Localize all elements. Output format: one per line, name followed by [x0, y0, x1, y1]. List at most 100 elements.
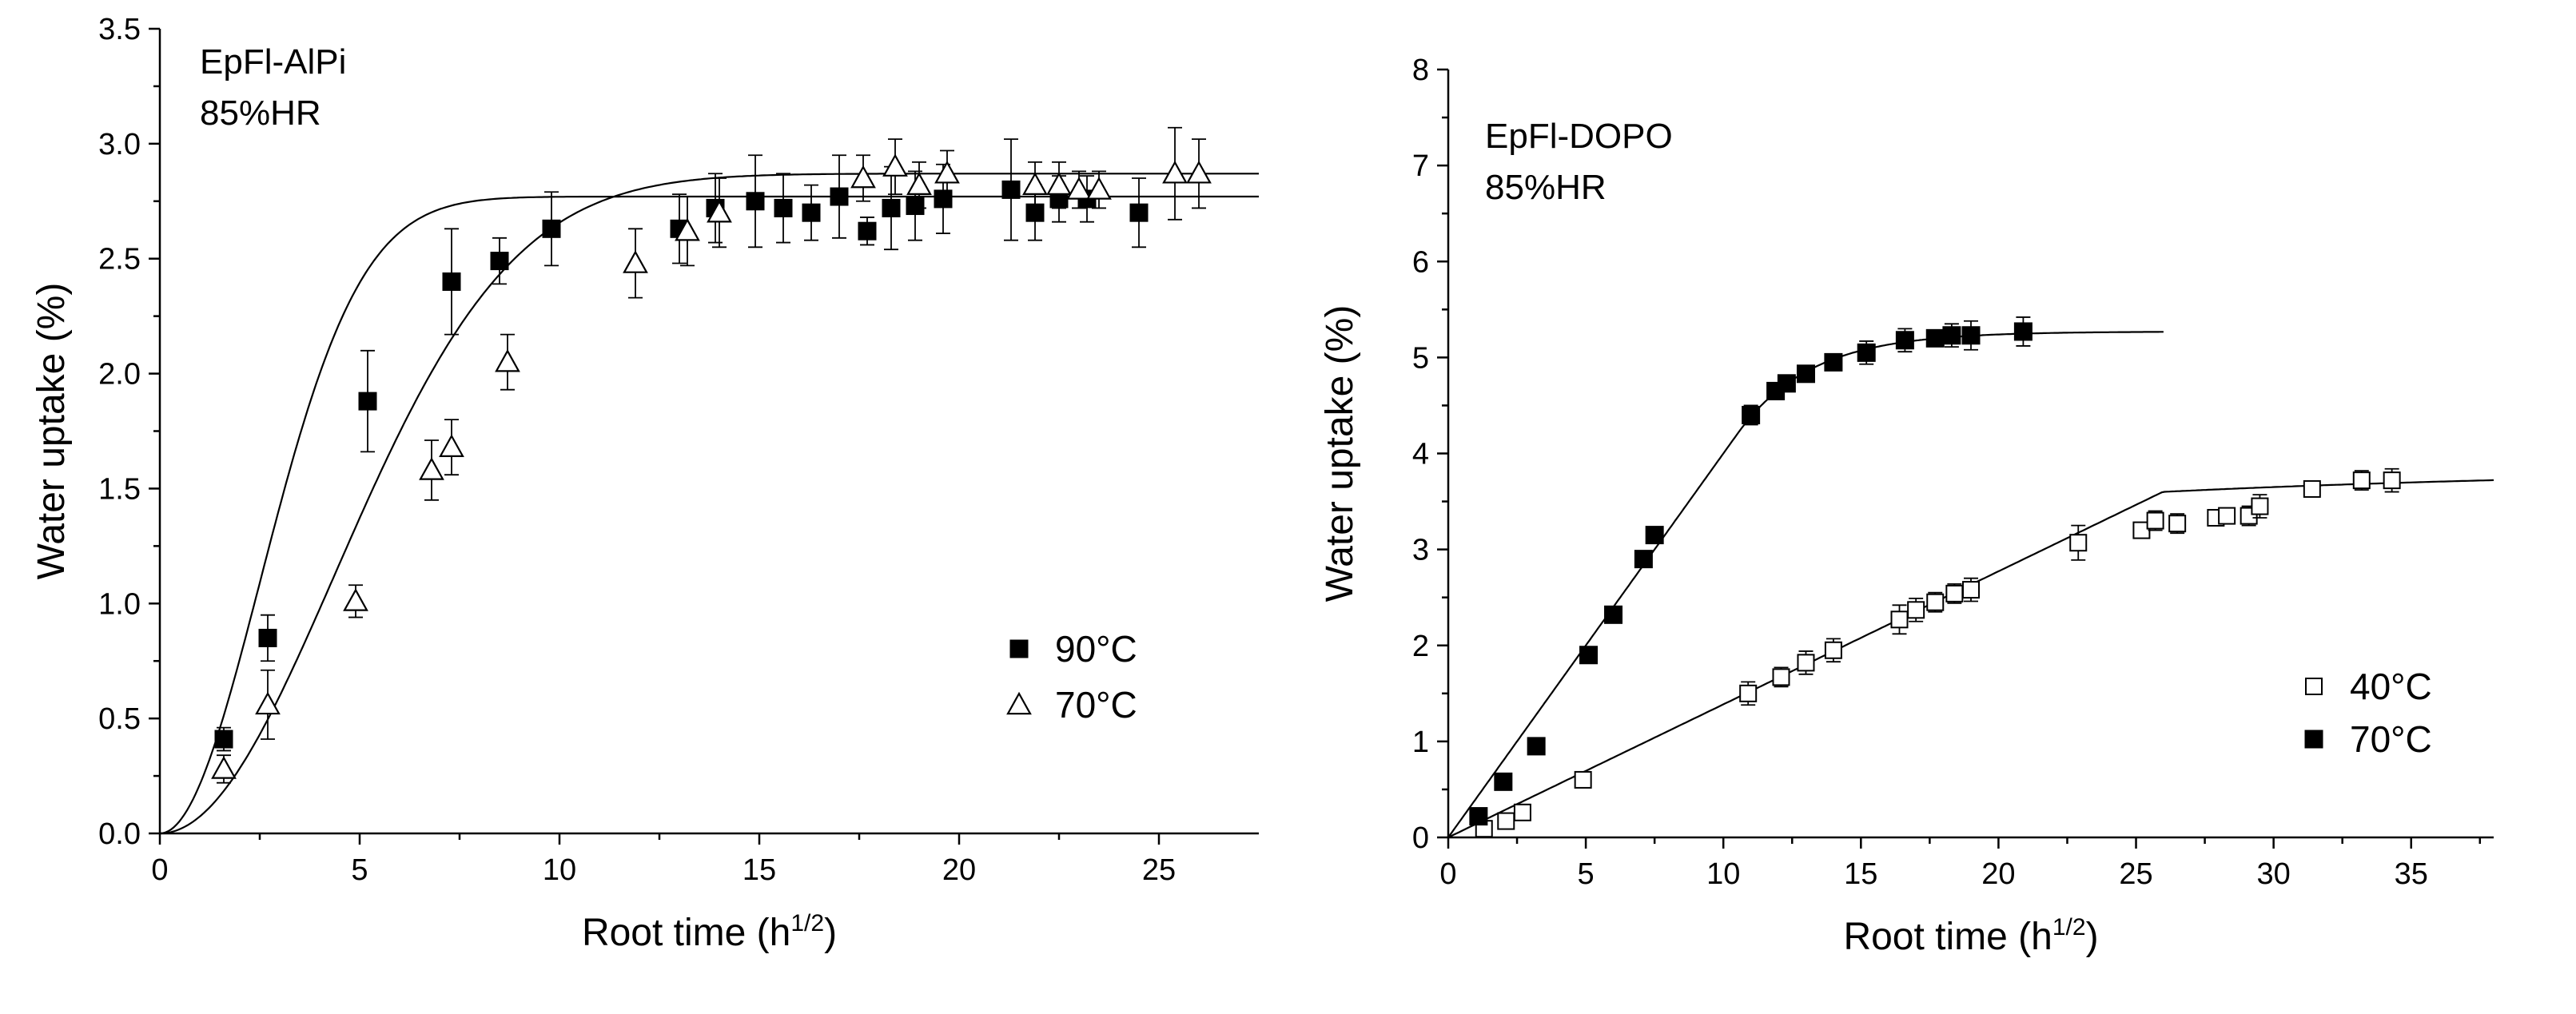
x-axis-title: Root time (h1/2): [582, 910, 837, 954]
x-tick-label: 10: [543, 853, 576, 887]
y-tick-label: 0.0: [98, 817, 141, 851]
y-tick-label: 1.0: [98, 587, 141, 621]
y-tick-label: 2.5: [98, 243, 141, 276]
data-point: [2168, 515, 2187, 533]
data-point: [1513, 803, 1531, 821]
chart-panel-dopo: 0 5 10 15 20 25 30 35 0 1 2 3 4 5 6 7 8 Root time (h1/2) W…: [1319, 54, 2494, 958]
data-point: [419, 457, 444, 480]
data-point: [675, 217, 700, 241]
fit-curve-1: [159, 173, 1259, 835]
data-point: [746, 192, 765, 211]
data-point: [255, 691, 281, 715]
data-point: [1907, 601, 1925, 619]
data-point: [2383, 471, 2401, 490]
data-point: [1579, 646, 1599, 665]
data-point: [1066, 177, 1092, 200]
data-point: [830, 187, 849, 206]
data-point: [1739, 684, 1758, 702]
x-tick-label: 5: [1578, 857, 1595, 891]
data-point: [2352, 471, 2371, 490]
legend-marker: [1009, 639, 1029, 658]
data-point: [1925, 328, 1945, 348]
panel-label: EpFl-AlPi: [200, 42, 346, 82]
x-tick-label: 15: [1844, 857, 1877, 891]
y-tick-label: 0.5: [98, 702, 141, 736]
data-point: [1895, 331, 1914, 350]
data-point: [934, 189, 953, 209]
data-point: [495, 348, 520, 372]
data-point: [1796, 364, 1815, 384]
data-point: [1001, 180, 1021, 199]
x-tick-label: 0: [1439, 857, 1456, 891]
y-tick-label: 1: [1412, 726, 1429, 759]
data-point: [343, 588, 368, 611]
data-point: [1942, 326, 1961, 345]
x-tick-label: 25: [2119, 857, 2152, 891]
legend-label: 90°C: [1055, 628, 1137, 670]
data-point: [1046, 172, 1072, 195]
panel-label: 85%HR: [1485, 168, 1607, 207]
fit-curve-0: [159, 195, 1259, 835]
legend-label: 70°C: [1055, 684, 1137, 726]
data-point: [1777, 374, 1796, 393]
y-axis-title: Water uptake (%): [30, 283, 73, 580]
data-point: [906, 197, 925, 216]
y-tick-label: 7: [1412, 149, 1429, 183]
fit-curve-1: [1447, 331, 2164, 838]
data-point: [358, 392, 377, 411]
data-point: [623, 250, 648, 273]
x-tick-label: 20: [942, 853, 976, 887]
data-point: [1086, 177, 1112, 200]
data-point: [1022, 172, 1048, 195]
y-axis-title: Water uptake (%): [1319, 305, 1361, 602]
data-point: [490, 252, 509, 271]
y-tick-label: 3.0: [98, 128, 141, 161]
legend-marker: [1006, 691, 1032, 715]
data-point: [1824, 641, 1842, 659]
data-point: [1824, 352, 1843, 372]
data-point: [1772, 668, 1790, 686]
data-point: [439, 434, 464, 457]
data-point: [850, 165, 876, 189]
data-point: [1857, 343, 1876, 362]
data-point: [1604, 605, 1623, 624]
x-tick-label: 35: [2395, 857, 2428, 891]
panel-label: 85%HR: [200, 93, 321, 133]
data-point: [1574, 770, 1592, 789]
data-point: [1634, 550, 1653, 569]
data-point: [1961, 326, 1981, 345]
data-point: [934, 160, 960, 184]
y-tick-label: 4: [1412, 438, 1429, 471]
data-point: [906, 172, 932, 195]
data-point: [1469, 807, 1488, 826]
y-tick-label: 2: [1412, 630, 1429, 663]
data-point: [2146, 511, 2164, 530]
y-tick-label: 5: [1412, 341, 1429, 375]
data-point: [2218, 507, 2236, 525]
x-tick-label: 0: [151, 853, 168, 887]
legend-label: 70°C: [2350, 718, 2432, 760]
data-point: [1129, 203, 1149, 222]
data-point: [774, 198, 793, 217]
y-tick-label: 0: [1412, 821, 1429, 855]
y-tick-label: 2.0: [98, 358, 141, 392]
legend-marker: [2304, 730, 2323, 749]
data-point: [802, 203, 821, 222]
data-point: [1797, 654, 1815, 672]
y-tick-label: 6: [1412, 245, 1429, 279]
data-point: [1742, 405, 1761, 424]
data-point: [2303, 479, 2321, 498]
x-tick-label: 25: [1142, 853, 1176, 887]
x-tick-label: 10: [1706, 857, 1740, 891]
panel-label: EpFl-DOPO: [1485, 117, 1673, 156]
x-axis-title: Root time (h1/2): [1843, 914, 2098, 958]
data-point: [1494, 772, 1513, 791]
data-point: [882, 153, 908, 177]
x-tick-label: 15: [743, 853, 776, 887]
data-point: [1186, 160, 1212, 184]
data-point: [542, 219, 561, 238]
fit-curve-0: [1447, 479, 2494, 838]
data-point: [2251, 497, 2269, 515]
data-point: [882, 198, 901, 217]
x-tick-label: 5: [351, 853, 368, 887]
